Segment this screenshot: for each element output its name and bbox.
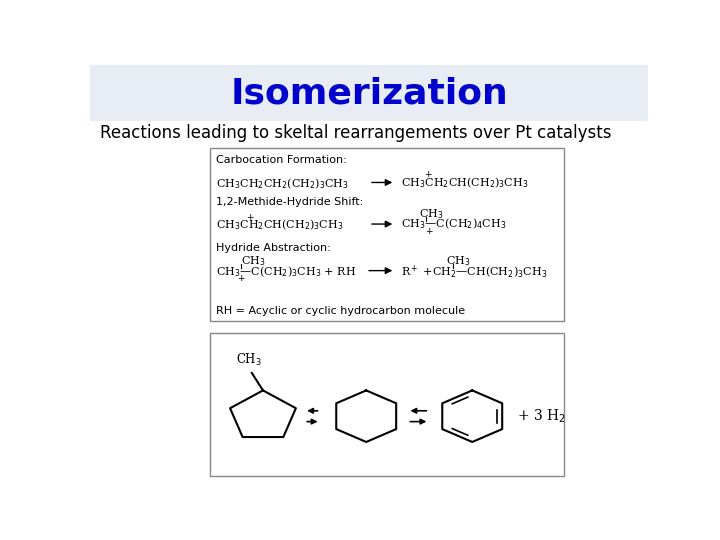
Text: CH$_3$CH$_2$CH(CH$_2$)$_3$CH$_3$: CH$_3$CH$_2$CH(CH$_2$)$_3$CH$_3$ [215,218,343,232]
Text: 1,2-Methide-Hydride Shift:: 1,2-Methide-Hydride Shift: [215,197,363,207]
Text: CH$_3$CH$_2$CH(CH$_2$)$_3$CH$_3$: CH$_3$CH$_2$CH(CH$_2$)$_3$CH$_3$ [401,175,529,190]
Text: RH = Acyclic or cyclic hydrocarbon molecule: RH = Acyclic or cyclic hydrocarbon molec… [215,306,464,316]
Text: CH$_3$—C(CH$_2$)$_4$CH$_3$: CH$_3$—C(CH$_2$)$_4$CH$_3$ [401,217,507,231]
Text: Reactions leading to skeltal rearrangements over Pt catalysts: Reactions leading to skeltal rearrangeme… [100,124,611,141]
Text: CH$_3$: CH$_3$ [240,254,265,268]
Text: CH$_3$—C(CH$_2$)$_3$CH$_3$ + RH: CH$_3$—C(CH$_2$)$_3$CH$_3$ + RH [215,264,356,279]
Text: +: + [237,274,244,284]
Text: CH$_3$: CH$_3$ [419,207,444,221]
FancyBboxPatch shape [210,148,564,321]
Text: CH$_3$: CH$_3$ [236,352,262,368]
Text: +: + [425,227,432,235]
Text: Carbocation Formation:: Carbocation Formation: [215,156,346,165]
Text: Isomerization: Isomerization [230,76,508,110]
FancyBboxPatch shape [90,65,648,121]
Text: +: + [246,213,253,222]
FancyBboxPatch shape [210,333,564,476]
Text: R$^+$ +CH$_2$—CH(CH$_2$)$_3$CH$_3$: R$^+$ +CH$_2$—CH(CH$_2$)$_3$CH$_3$ [401,263,548,280]
Text: CH$_3$CH$_2$CH$_2$(CH$_2$)$_3$CH$_3$: CH$_3$CH$_2$CH$_2$(CH$_2$)$_3$CH$_3$ [215,176,348,191]
Text: Hydride Abstraction:: Hydride Abstraction: [215,243,330,253]
Text: +: + [423,171,431,179]
Text: CH$_3$: CH$_3$ [446,254,471,268]
Text: + 3 H$_2$: + 3 H$_2$ [517,408,566,425]
